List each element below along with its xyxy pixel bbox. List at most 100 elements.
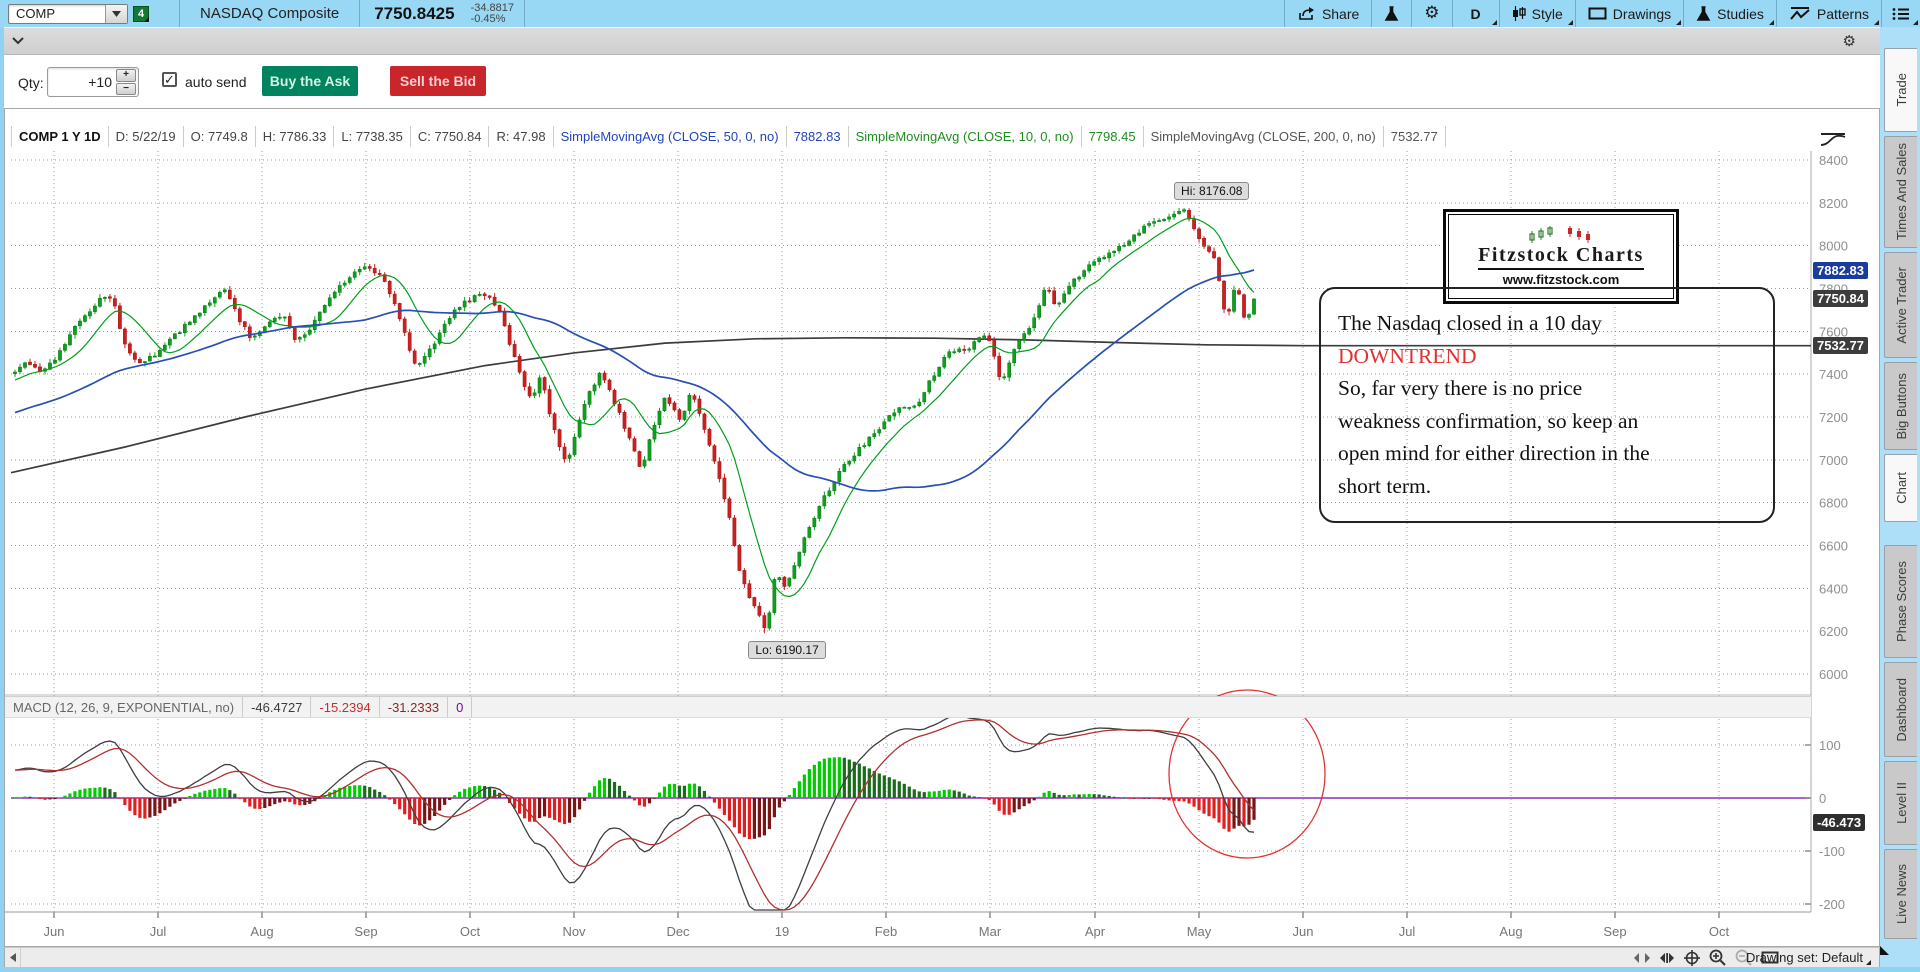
sidebar-tab-big-buttons[interactable]: Big Buttons (1884, 362, 1917, 450)
sell-the-bid-button[interactable]: Sell the Bid (390, 66, 486, 96)
linked-group-badge[interactable]: 4 (133, 5, 149, 22)
divider (359, 0, 361, 27)
sidebar-tab-trade[interactable]: Trade (1884, 48, 1917, 132)
auto-scale-icon[interactable] (1659, 952, 1675, 964)
sidebar-tab-label: Times And Sales (1893, 143, 1909, 241)
flask-icon (1696, 5, 1711, 21)
share-icon (1299, 7, 1314, 20)
resize-grip[interactable] (1880, 946, 1889, 955)
scroll-left-button[interactable] (5, 948, 21, 967)
note-line-highlight: DOWNTREND (1338, 343, 1477, 368)
symbol-dropdown-button[interactable] (105, 4, 127, 23)
svg-text:May: May (1187, 924, 1212, 939)
chart-style-toggle-icon[interactable] (1819, 131, 1847, 148)
collapse-chevron-icon[interactable] (12, 37, 24, 45)
patterns-menu-button[interactable]: Patterns (1777, 0, 1881, 27)
svg-text:Sep: Sep (354, 924, 377, 939)
ohlc-cell: 7532.77 (1384, 126, 1446, 147)
analyst-note: The Nasdaq closed in a 10 day DOWNTREND … (1319, 287, 1775, 523)
sidebar-tab-label: Active Trader (1893, 266, 1909, 344)
note-line: weakness confirmation, so keep an (1338, 408, 1639, 433)
chart-menu-button[interactable] (1882, 0, 1920, 27)
list-menu-icon (1892, 7, 1909, 20)
timeframe-menu-button[interactable]: D (1453, 0, 1499, 27)
style-menu-button[interactable]: Style (1500, 0, 1575, 27)
divider (1451, 0, 1453, 27)
candlestick-style-icon (1512, 6, 1526, 21)
sidebar-tab-level-ii[interactable]: Level II (1884, 761, 1917, 845)
macd-value-badge: -46.473 (1813, 813, 1866, 831)
share-button[interactable]: Share (1285, 0, 1371, 27)
auto-send-label: auto send (185, 74, 247, 90)
drawings-menu-button[interactable]: Drawings (1576, 0, 1683, 27)
red-candles-icon (1568, 226, 1590, 243)
note-line: So, far very there is no price (1338, 376, 1583, 400)
settings-button[interactable]: ⚙ (1412, 0, 1451, 27)
note-line: open mind for either direction in the (1338, 441, 1650, 465)
svg-text:Dec: Dec (666, 924, 690, 939)
zoom-box-icon[interactable] (1761, 951, 1779, 964)
note-line: The Nasdaq closed in a 10 day (1338, 311, 1602, 335)
analysis-tools-button[interactable] (1372, 0, 1411, 27)
svg-text:Nov: Nov (562, 924, 586, 939)
rectangle-drawing-icon (1588, 7, 1607, 20)
chart-ohlc-header: COMP 1 Y 1D D: 5/22/19 O: 7749.8 H: 7786.33… (11, 126, 1446, 147)
svg-text:6400: 6400 (1819, 581, 1848, 596)
zoom-in-icon[interactable] (1709, 949, 1726, 966)
qty-label: Qty: (18, 75, 44, 91)
sidebar-tab-phase-scores[interactable]: Phase Scores (1884, 545, 1917, 658)
chart-scrollbar[interactable]: Drawing set: Default (4, 947, 1880, 967)
crosshair-icon[interactable] (1684, 949, 1700, 966)
green-candles-icon (1529, 226, 1553, 243)
sidebar-tab-label: Live News (1893, 864, 1909, 924)
price-axis-badge: 7532.77 (1813, 336, 1868, 354)
sidebar-tab-times-and-sales[interactable]: Times And Sales (1884, 136, 1917, 248)
divider (1283, 0, 1285, 27)
buy-the-ask-button[interactable]: Buy the Ask (262, 66, 358, 96)
sidebar-tab-active-trader[interactable]: Active Trader (1884, 252, 1917, 358)
pattern-zigzag-icon (1790, 7, 1810, 20)
right-gadget-sidebar: Trade Times And Sales Active Trader Big But… (1880, 27, 1920, 967)
macd-cell: -31.2333 (380, 697, 449, 717)
svg-text:0: 0 (1819, 791, 1826, 806)
sidebar-tab-label: Phase Scores (1893, 561, 1909, 642)
svg-text:Jul: Jul (150, 924, 167, 939)
symbol-combobox[interactable]: COMP (8, 3, 128, 24)
sidebar-tab-live-news[interactable]: Live News (1884, 849, 1917, 939)
quantity-stepper[interactable]: +10 + − (47, 67, 139, 97)
svg-text:7000: 7000 (1819, 453, 1848, 468)
svg-text:Aug: Aug (250, 924, 273, 939)
drawing-set-menu[interactable]: Drawing set: Default (1746, 950, 1872, 965)
top-toolbar: COMP 4 NASDAQ Composite 7750.8425 -34.88… (0, 0, 1920, 27)
auto-send-checkbox[interactable]: ✓ (162, 72, 177, 87)
ohlc-cell: H: 7786.33 (256, 126, 335, 147)
last-price: 7750.8425 (374, 3, 455, 23)
svg-text:-200: -200 (1819, 897, 1845, 912)
svg-text:Jun: Jun (44, 924, 65, 939)
qty-decrease-button[interactable]: − (116, 82, 136, 95)
studies-menu-button[interactable]: Studies (1684, 0, 1776, 27)
logo-title: Fitzstock Charts (1478, 244, 1644, 270)
macd-cell: -15.2394 (311, 697, 380, 717)
divider (1411, 0, 1413, 27)
sidebar-tab-chart[interactable]: Chart (1884, 454, 1917, 522)
zoom-out-icon[interactable] (1735, 949, 1752, 966)
divider (179, 0, 180, 27)
svg-text:Feb: Feb (875, 924, 897, 939)
svg-text:Oct: Oct (460, 924, 481, 939)
price-macd-chart[interactable]: Jun Jul Aug Sep Oct Nov Dec 19 Feb Mar Apr May Jun Ju… (5, 109, 1879, 946)
pan-arrows-icon[interactable] (1634, 952, 1650, 963)
macd-cell: -46.4727 (243, 697, 312, 717)
price-axis-badge: 7750.84 (1813, 290, 1868, 308)
panel-gear-icon[interactable]: ⚙ (1842, 32, 1856, 50)
qty-increase-button[interactable]: + (116, 69, 136, 82)
svg-text:6000: 6000 (1819, 667, 1848, 682)
low-label: Lo: 6190.17 (748, 641, 826, 660)
sidebar-tab-label: Big Buttons (1893, 372, 1909, 440)
sidebar-tab-dashboard[interactable]: Dashboard (1884, 662, 1917, 757)
divider (1498, 0, 1500, 27)
high-label: Hi: 8176.08 (1174, 181, 1250, 200)
svg-text:8000: 8000 (1819, 239, 1848, 254)
order-entry-panel: Qty: +10 + − ✓ auto send Buy the Ask Sel… (4, 55, 1880, 108)
qty-value: +10 (88, 74, 112, 90)
